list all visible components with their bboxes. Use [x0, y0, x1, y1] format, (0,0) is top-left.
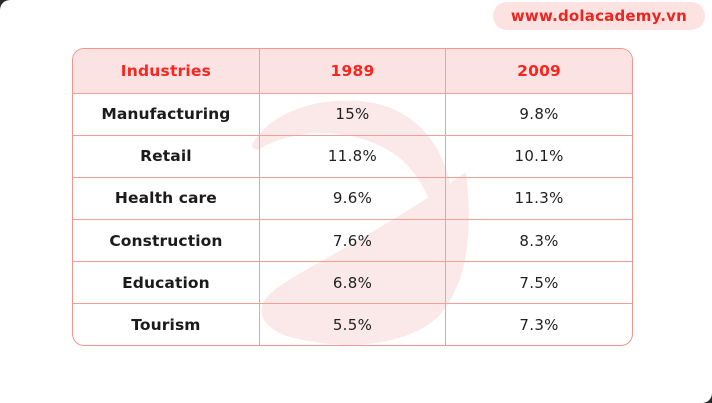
table-row: Tourism 5.5% 7.3% [73, 303, 632, 345]
value-1989-cell: 11.8% [258, 134, 447, 178]
table-header-row: Industries 1989 2009 [73, 49, 632, 94]
industry-cell: Tourism [73, 303, 260, 345]
table-row: Retail 11.8% 10.1% [73, 134, 632, 178]
industry-cell: Manufacturing [73, 92, 260, 136]
table-row: Construction 7.6% 8.3% [73, 219, 632, 263]
value-2009-cell: 7.3% [445, 303, 632, 345]
value-2009-cell: 8.3% [445, 219, 632, 263]
header-industries: Industries [73, 49, 260, 94]
value-2009-cell: 11.3% [445, 176, 632, 221]
header-2009: 2009 [445, 49, 632, 94]
table-row: Health care 9.6% 11.3% [73, 176, 632, 221]
industry-cell: Construction [73, 219, 260, 263]
header-1989: 1989 [258, 49, 447, 94]
value-2009-cell: 9.8% [445, 92, 632, 136]
industry-cell: Retail [73, 134, 260, 178]
industry-cell: Education [73, 261, 260, 305]
value-1989-cell: 5.5% [258, 303, 447, 345]
table-row: Manufacturing 15% 9.8% [73, 92, 632, 136]
value-1989-cell: 7.6% [258, 219, 447, 263]
value-2009-cell: 7.5% [445, 261, 632, 305]
website-badge: www.dolacademy.vn [492, 2, 705, 30]
value-1989-cell: 15% [258, 92, 447, 136]
industries-table: Industries 1989 2009 Manufacturing 15% 9… [72, 48, 633, 346]
industry-cell: Health care [73, 176, 260, 221]
value-2009-cell: 10.1% [445, 134, 632, 178]
table-row: Education 6.8% 7.5% [73, 261, 632, 305]
value-1989-cell: 9.6% [258, 176, 447, 221]
value-1989-cell: 6.8% [258, 261, 447, 305]
